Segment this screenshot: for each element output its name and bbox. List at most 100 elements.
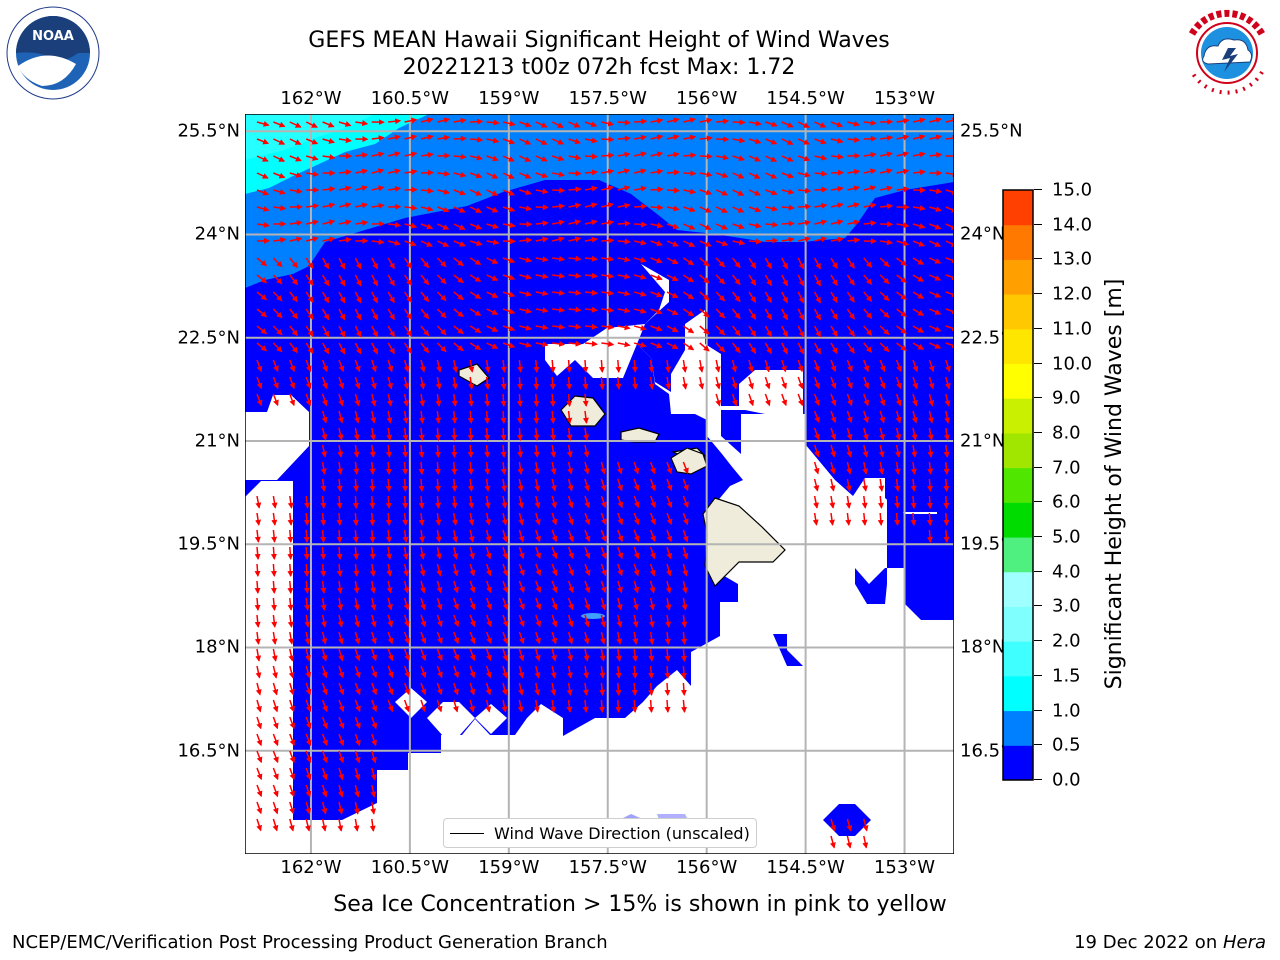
wave-arrow-90	[322, 154, 336, 161]
wave-arrow-8	[388, 118, 402, 125]
wave-arrow-83	[912, 134, 926, 141]
lon-tick-top-1: 160.5°W	[370, 88, 450, 109]
wave-arrow-396	[403, 274, 412, 286]
wave-arrow-176	[322, 186, 336, 193]
wave-arrow-137	[388, 168, 401, 175]
colorbar-tick-mark-11	[1034, 397, 1042, 399]
wave-arrow-1057	[403, 597, 410, 611]
wave-arrow-113	[699, 153, 713, 160]
wave-arrow-757	[435, 427, 442, 441]
wave-arrow-1054	[353, 597, 360, 611]
wave-arrow-368	[650, 257, 663, 264]
wave-arrow-95	[404, 151, 418, 158]
wave-arrow-873	[369, 495, 376, 509]
wave-arrow-1017	[633, 563, 640, 577]
wave-arrow-401	[486, 274, 499, 281]
wave-arrow-729	[402, 410, 409, 424]
wave-arrow-616	[484, 359, 491, 373]
wave-arrow-205	[798, 187, 812, 194]
wave-arrow-224	[404, 204, 418, 211]
wave-arrow-204	[781, 188, 795, 195]
wave-arrow-1090	[502, 614, 509, 628]
wave-arrow-495	[617, 307, 631, 314]
wave-arrow-56	[470, 136, 484, 143]
wave-arrow-841	[434, 478, 441, 492]
wave-arrow-387	[256, 274, 268, 284]
wave-arrow-173	[273, 189, 286, 195]
wave-arrow-995	[270, 563, 277, 577]
wave-arrow-623	[598, 359, 605, 373]
wave-arrow-186	[486, 189, 499, 196]
wave-arrow-817	[567, 461, 574, 475]
wave-arrow-400	[469, 274, 482, 283]
wave-arrow-883	[534, 495, 541, 509]
wave-arrow-762	[516, 427, 523, 441]
wave-arrow-1233	[631, 699, 638, 713]
lat-tick-left-0: 25.5°N	[177, 120, 240, 142]
wave-arrow-768	[830, 427, 837, 441]
wave-arrow-706	[549, 393, 556, 407]
wave-arrow-799	[911, 444, 918, 458]
wave-arrow-782	[418, 444, 425, 458]
wave-arrow-1077	[287, 614, 294, 628]
wave-arrow-547	[764, 325, 772, 338]
wave-arrow-686	[928, 376, 935, 390]
wave-arrow-1081	[354, 614, 360, 628]
wave-arrow-355	[436, 257, 447, 268]
wave-arrow-856	[682, 478, 689, 492]
wave-arrow-347	[305, 257, 314, 269]
wave-arrow-320	[568, 236, 582, 243]
wave-arrow-100	[486, 155, 499, 162]
wave-arrow-888	[617, 495, 624, 509]
wave-arrow-303	[289, 236, 303, 243]
wave-arrow-919	[534, 512, 541, 526]
wave-arrow-771	[879, 427, 885, 441]
wave-arrow-291	[798, 219, 811, 226]
wave-arrow-158	[732, 172, 745, 179]
wave-arrow-411	[650, 274, 663, 281]
wave-arrow-251	[847, 202, 860, 209]
wave-arrow-999	[336, 563, 343, 577]
wave-arrow-466	[846, 291, 855, 303]
wave-arrow-700	[451, 393, 458, 407]
wave-arrow-626	[648, 359, 655, 373]
wave-arrow-456	[682, 291, 695, 300]
wave-arrow-449	[568, 289, 582, 296]
wave-arrow-1123	[599, 631, 606, 645]
wave-arrow-624	[615, 359, 622, 373]
wave-arrow-256	[929, 206, 942, 212]
wave-arrow-918	[518, 512, 525, 526]
wave-arrow-641	[895, 359, 902, 373]
wave-arrow-855	[666, 478, 673, 492]
wave-arrow-455	[666, 291, 679, 299]
wave-arrow-1117	[502, 631, 509, 645]
wave-arrow-415	[715, 274, 726, 285]
colorbar-tick-mark-4	[1034, 640, 1042, 642]
colorbar-tick-7: 5.0	[1052, 526, 1081, 548]
wave-arrow-637	[830, 359, 837, 373]
colorbar	[1002, 189, 1034, 781]
wave-arrow-32	[781, 121, 794, 128]
colorbar-segment-14	[1003, 259, 1033, 295]
wave-arrow-216	[273, 204, 287, 211]
wave-arrow-155	[683, 170, 697, 177]
wave-arrow-248	[798, 203, 812, 210]
map-legend: Wind Wave Direction (unscaled)	[443, 818, 757, 848]
wave-arrow-621	[566, 359, 573, 373]
wave-arrow-667	[615, 376, 622, 390]
wave-arrow-470	[912, 291, 925, 299]
wave-arrow-332	[765, 237, 779, 244]
wave-arrow-927	[666, 512, 673, 526]
wave-arrow-669	[648, 376, 655, 390]
wave-arrow-326	[666, 240, 679, 247]
wave-arrow-595	[846, 342, 855, 354]
wave-arrow-1108	[354, 631, 361, 645]
wave-arrow-312	[437, 240, 450, 247]
wave-arrow-345	[272, 257, 283, 268]
wave-arrow-288	[748, 222, 762, 229]
wave-arrow-737	[533, 410, 540, 424]
wave-arrow-42	[945, 117, 954, 124]
wave-arrow-1086	[436, 614, 443, 628]
wave-arrow-1142	[469, 648, 476, 662]
wave-arrow-245	[748, 206, 762, 213]
